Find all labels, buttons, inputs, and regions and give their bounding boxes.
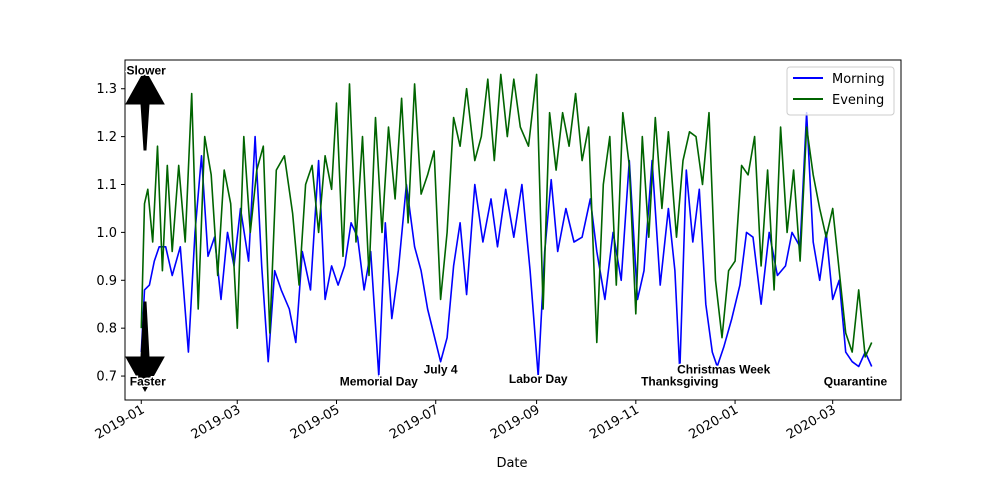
annotation-layer: Slower Faster Memorial Day July 4 Labor Day T… [125, 62, 889, 390]
y-tick-label: 1.0 [96, 226, 117, 241]
arrow-layer [125, 68, 165, 393]
annotation-faster: Faster [130, 375, 166, 389]
annotation-labor-day: Labor Day [509, 372, 568, 386]
annotation-thanksgiving: Thanksgiving [641, 375, 718, 389]
x-tick-label: 2019-03 [189, 402, 244, 442]
y-tick-label: 0.7 [96, 370, 117, 385]
y-tick-label: 0.9 [96, 274, 117, 289]
series-line-morning [140, 111, 873, 377]
y-tick-label: 0.8 [96, 322, 117, 337]
annotation-christmas-week: Christmas Week [677, 363, 770, 377]
x-axis-label: Date [496, 456, 527, 471]
x-tick-label: 2019-05 [288, 402, 343, 442]
y-tick-label: 1.3 [96, 82, 117, 97]
legend-label-evening: Evening [832, 93, 884, 108]
legend: Morning Evening [786, 66, 895, 116]
x-tick-label: 2019-09 [488, 402, 543, 442]
x-tick-label: 2019-07 [387, 402, 442, 442]
x-tick-label: 2020-03 [784, 402, 839, 442]
y-tick-label: 1.2 [96, 130, 117, 145]
annotation-quarantine: Quarantine [824, 375, 888, 389]
legend-label-morning: Morning [832, 72, 885, 87]
series-line-evening [140, 73, 873, 358]
x-tick-label: 2020-01 [687, 402, 742, 442]
slower-arrow-icon [125, 68, 165, 151]
faster-arrow-icon [125, 301, 165, 393]
series-layer [140, 73, 873, 377]
annotation-july-4: July 4 [424, 363, 458, 377]
x-tick-label: 2019-11 [587, 402, 642, 442]
y-tick-label: 1.1 [96, 178, 117, 193]
annotation-slower: Slower [126, 63, 166, 77]
x-tick-label: 2019-01 [93, 402, 148, 442]
plot-frame [124, 59, 902, 401]
annotation-memorial-day: Memorial Day [340, 375, 418, 389]
